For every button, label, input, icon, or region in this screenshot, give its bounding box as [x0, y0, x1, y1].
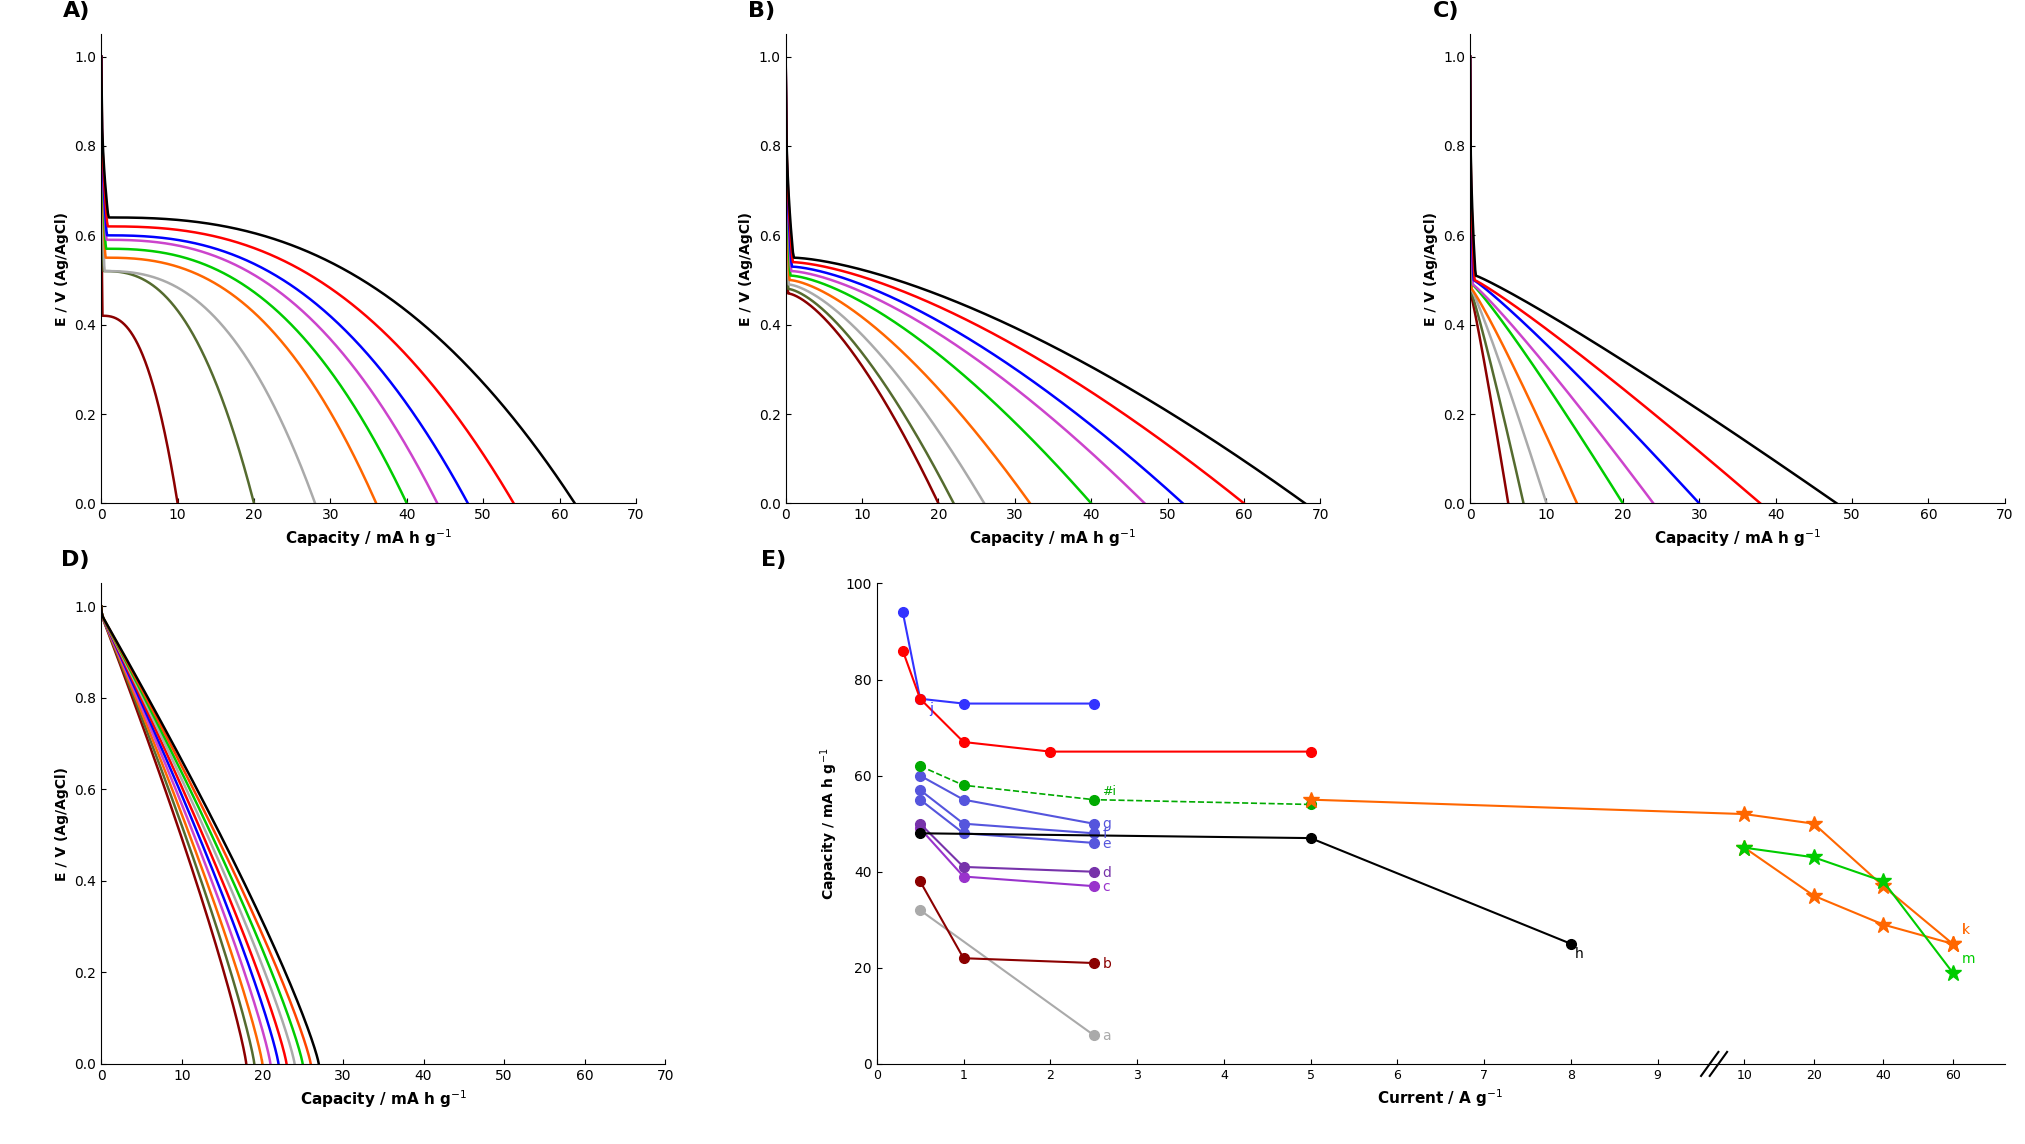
Text: c: c	[1102, 880, 1110, 893]
Text: j: j	[929, 702, 934, 716]
Text: e: e	[1102, 836, 1112, 851]
X-axis label: Capacity / mA h g$^{-1}$: Capacity / mA h g$^{-1}$	[286, 527, 452, 549]
Y-axis label: E / V (Ag/AgCl): E / V (Ag/AgCl)	[1424, 212, 1438, 326]
Text: d: d	[1102, 866, 1112, 880]
Text: g: g	[1102, 818, 1112, 832]
Text: C): C)	[1434, 1, 1460, 22]
Y-axis label: E / V (Ag/AgCl): E / V (Ag/AgCl)	[739, 212, 753, 326]
Text: E): E)	[761, 550, 786, 570]
Text: #i: #i	[1102, 785, 1116, 797]
X-axis label: Current / A g$^{-1}$: Current / A g$^{-1}$	[1377, 1087, 1505, 1109]
Text: B): B)	[747, 1, 776, 22]
X-axis label: Capacity / mA h g$^{-1}$: Capacity / mA h g$^{-1}$	[300, 1088, 468, 1110]
Text: b: b	[1102, 956, 1112, 971]
X-axis label: Capacity / mA h g$^{-1}$: Capacity / mA h g$^{-1}$	[1654, 527, 1820, 549]
Text: a: a	[1102, 1028, 1112, 1043]
Text: A): A)	[63, 1, 91, 22]
Text: h: h	[1575, 947, 1584, 961]
Y-axis label: E / V (Ag/AgCl): E / V (Ag/AgCl)	[55, 766, 69, 881]
Y-axis label: Capacity / mA h g$^{-1}$: Capacity / mA h g$^{-1}$	[818, 747, 840, 900]
Text: l: l	[1962, 923, 1964, 937]
X-axis label: Capacity / mA h g$^{-1}$: Capacity / mA h g$^{-1}$	[970, 527, 1136, 549]
Y-axis label: E / V (Ag/AgCl): E / V (Ag/AgCl)	[55, 212, 69, 326]
Text: k: k	[1962, 923, 1970, 937]
Text: m: m	[1962, 952, 1974, 966]
Text: f: f	[1102, 827, 1108, 841]
Text: D): D)	[61, 550, 89, 570]
